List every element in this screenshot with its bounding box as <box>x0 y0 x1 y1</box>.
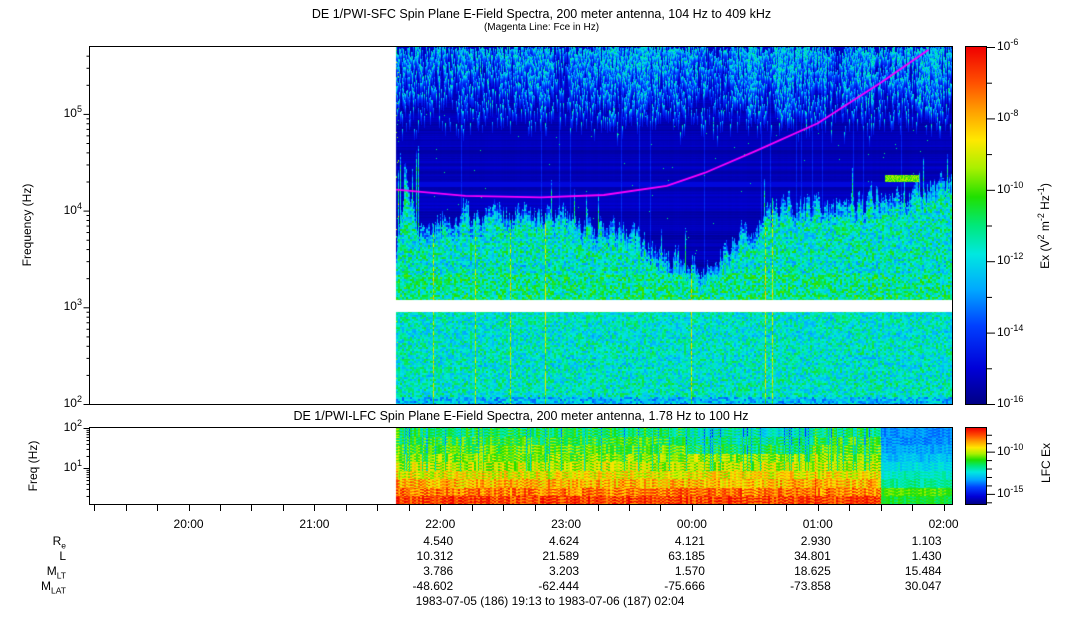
ephemeris-value: 1.570 <box>674 564 705 578</box>
ephemeris-row-label-re: Re <box>52 534 66 551</box>
ephemeris-value: 15.484 <box>904 564 942 578</box>
ephemeris-value: 18.625 <box>794 564 831 578</box>
lfc-spectrogram-canvas <box>90 428 952 504</box>
ephemeris-value: -73.858 <box>790 579 831 593</box>
lfc-colorbar <box>965 427 987 505</box>
sfc-ytick-label: 103 <box>63 297 82 314</box>
ephemeris-value: -62.444 <box>538 579 580 593</box>
ephemeris-value: 30.047 <box>904 579 942 593</box>
lfc-spectrogram-panel <box>89 427 953 505</box>
ephemeris-value: 1.430 <box>911 549 942 563</box>
ephemeris-value: 4.121 <box>674 534 705 548</box>
ephemeris-value: 10.312 <box>416 549 454 563</box>
sfc-spectrogram-panel <box>89 46 953 405</box>
sfc-y-axis-label: Frequency (Hz) <box>20 183 34 267</box>
sfc-spectrogram-canvas <box>90 47 952 404</box>
lfc-title: DE 1/PWI-LFC Spin Plane E-Field Spectra,… <box>293 409 749 423</box>
x-hour-label: 23:00 <box>551 517 582 531</box>
x-hour-label: 02:00 <box>928 517 959 531</box>
ephemeris-row-label-l: L <box>59 549 66 563</box>
sfc-colorbar-tick-label: 10-14 <box>997 322 1024 339</box>
ephemeris-value: 34.801 <box>794 549 831 563</box>
ephemeris-value: 63.185 <box>668 549 705 563</box>
ephemeris-value: -75.666 <box>664 579 705 593</box>
sfc-title: DE 1/PWI-SFC Spin Plane E-Field Spectra,… <box>311 7 772 21</box>
ephemeris-value: 3.786 <box>423 564 454 578</box>
ephemeris-row-label-mlat: MLAT <box>41 579 66 596</box>
sfc-colorbar <box>965 46 987 405</box>
lfc-colorbar-tick-label: 10-15 <box>997 483 1024 500</box>
x-hour-label: 01:00 <box>802 517 833 531</box>
sfc-ytick-label: 105 <box>63 103 82 120</box>
sfc-subtitle: (Magenta Line: Fce in Hz) <box>483 22 600 33</box>
lfc-ytick-label: 101 <box>63 458 82 475</box>
x-hour-label: 00:00 <box>676 517 707 531</box>
ephemeris-value: 3.203 <box>549 564 580 578</box>
ephemeris-value: 21.589 <box>542 549 580 563</box>
ephemeris-row-label-mlt: MLT <box>46 564 66 581</box>
time-range-caption: 1983-07-05 (186) 19:13 to 1983-07-06 (18… <box>415 594 685 608</box>
sfc-colorbar-tick-label: 10-6 <box>997 37 1019 54</box>
ephemeris-value: -48.602 <box>412 579 454 593</box>
x-hour-label: 21:00 <box>299 517 330 531</box>
sfc-colorbar-tick-label: 10-8 <box>997 108 1019 125</box>
x-hour-label: 22:00 <box>425 517 456 531</box>
sfc-colorbar-tick-label: 10-16 <box>997 394 1024 411</box>
sfc-colorbar-tick-label: 10-10 <box>997 179 1024 196</box>
sfc-colorbar-tick-label: 10-12 <box>997 251 1024 268</box>
ephemeris-value: 4.540 <box>423 534 454 548</box>
sfc-ytick-label: 104 <box>63 200 82 217</box>
ephemeris-value: 1.103 <box>911 534 942 548</box>
ephemeris-value: 4.624 <box>549 534 580 548</box>
lfc-colorbar-tick-label: 10-10 <box>997 441 1024 458</box>
x-hour-label: 20:00 <box>173 517 204 531</box>
lfc-ytick-label: 102 <box>63 418 82 435</box>
ephemeris-value: 2.930 <box>800 534 831 548</box>
sfc-ytick-label: 102 <box>63 394 82 411</box>
